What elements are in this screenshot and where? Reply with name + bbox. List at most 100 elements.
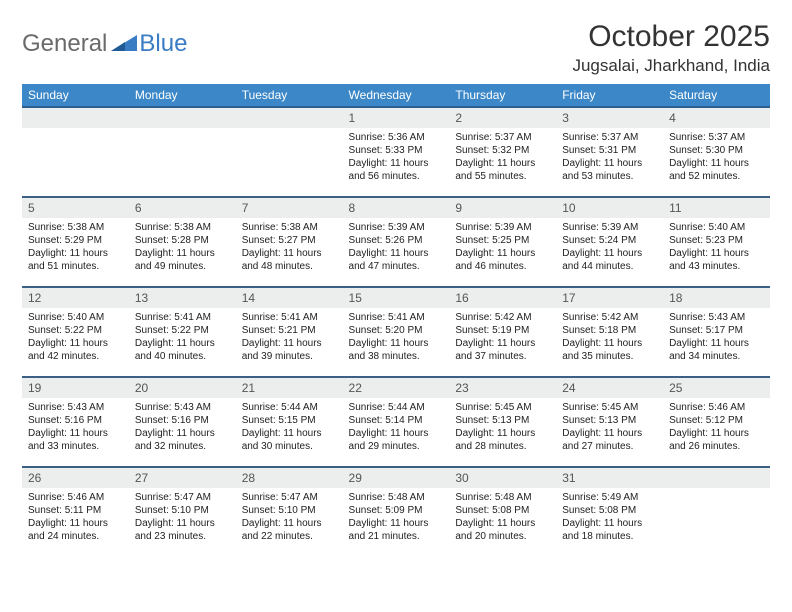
calendar-cell: 23Sunrise: 5:45 AMSunset: 5:13 PMDayligh… [449, 377, 556, 467]
day-number: 23 [449, 378, 556, 398]
calendar-week: 1Sunrise: 5:36 AMSunset: 5:33 PMDaylight… [22, 107, 770, 197]
month-title: October 2025 [572, 20, 770, 54]
sunset-line: Sunset: 5:12 PM [669, 414, 764, 427]
daylight-line: Daylight: 11 hours and 34 minutes. [669, 337, 764, 363]
day-details: Sunrise: 5:38 AMSunset: 5:27 PMDaylight:… [236, 218, 343, 277]
daylight-line: Daylight: 11 hours and 32 minutes. [135, 427, 230, 453]
logo-text-general: General [22, 30, 107, 58]
location: Jugsalai, Jharkhand, India [572, 56, 770, 76]
sunrise-line: Sunrise: 5:39 AM [562, 221, 657, 234]
day-number-empty [236, 108, 343, 128]
day-number: 8 [343, 198, 450, 218]
daylight-line: Daylight: 11 hours and 52 minutes. [669, 157, 764, 183]
sunset-line: Sunset: 5:19 PM [455, 324, 550, 337]
daylight-line: Daylight: 11 hours and 28 minutes. [455, 427, 550, 453]
sunset-line: Sunset: 5:13 PM [562, 414, 657, 427]
calendar-cell: 17Sunrise: 5:42 AMSunset: 5:18 PMDayligh… [556, 287, 663, 377]
sunrise-line: Sunrise: 5:48 AM [455, 491, 550, 504]
day-number: 19 [22, 378, 129, 398]
sunrise-line: Sunrise: 5:37 AM [669, 131, 764, 144]
calendar-week: 26Sunrise: 5:46 AMSunset: 5:11 PMDayligh… [22, 467, 770, 557]
sunset-line: Sunset: 5:22 PM [135, 324, 230, 337]
day-number: 5 [22, 198, 129, 218]
sunrise-line: Sunrise: 5:41 AM [135, 311, 230, 324]
day-number: 29 [343, 468, 450, 488]
daylight-line: Daylight: 11 hours and 43 minutes. [669, 247, 764, 273]
daylight-line: Daylight: 11 hours and 18 minutes. [562, 517, 657, 543]
daylight-line: Daylight: 11 hours and 22 minutes. [242, 517, 337, 543]
calendar-cell: 7Sunrise: 5:38 AMSunset: 5:27 PMDaylight… [236, 197, 343, 287]
daylight-line: Daylight: 11 hours and 30 minutes. [242, 427, 337, 453]
day-number: 28 [236, 468, 343, 488]
calendar-week: 19Sunrise: 5:43 AMSunset: 5:16 PMDayligh… [22, 377, 770, 467]
day-number: 7 [236, 198, 343, 218]
calendar-cell: 6Sunrise: 5:38 AMSunset: 5:28 PMDaylight… [129, 197, 236, 287]
calendar-cell: 25Sunrise: 5:46 AMSunset: 5:12 PMDayligh… [663, 377, 770, 467]
sunset-line: Sunset: 5:11 PM [28, 504, 123, 517]
day-header: Saturday [663, 84, 770, 107]
sunset-line: Sunset: 5:09 PM [349, 504, 444, 517]
calendar-cell: 31Sunrise: 5:49 AMSunset: 5:08 PMDayligh… [556, 467, 663, 557]
day-number: 3 [556, 108, 663, 128]
sunset-line: Sunset: 5:22 PM [28, 324, 123, 337]
calendar-cell: 20Sunrise: 5:43 AMSunset: 5:16 PMDayligh… [129, 377, 236, 467]
sunset-line: Sunset: 5:14 PM [349, 414, 444, 427]
daylight-line: Daylight: 11 hours and 20 minutes. [455, 517, 550, 543]
calendar-body: 1Sunrise: 5:36 AMSunset: 5:33 PMDaylight… [22, 107, 770, 557]
sunrise-line: Sunrise: 5:48 AM [349, 491, 444, 504]
daylight-line: Daylight: 11 hours and 24 minutes. [28, 517, 123, 543]
day-header: Tuesday [236, 84, 343, 107]
day-number: 4 [663, 108, 770, 128]
day-number: 18 [663, 288, 770, 308]
calendar-cell: 13Sunrise: 5:41 AMSunset: 5:22 PMDayligh… [129, 287, 236, 377]
sunrise-line: Sunrise: 5:37 AM [562, 131, 657, 144]
sunrise-line: Sunrise: 5:49 AM [562, 491, 657, 504]
daylight-line: Daylight: 11 hours and 37 minutes. [455, 337, 550, 363]
day-number: 24 [556, 378, 663, 398]
day-number: 26 [22, 468, 129, 488]
sunrise-line: Sunrise: 5:40 AM [28, 311, 123, 324]
daylight-line: Daylight: 11 hours and 21 minutes. [349, 517, 444, 543]
sunrise-line: Sunrise: 5:43 AM [28, 401, 123, 414]
sunset-line: Sunset: 5:31 PM [562, 144, 657, 157]
calendar-head: SundayMondayTuesdayWednesdayThursdayFrid… [22, 84, 770, 107]
day-number-empty [663, 468, 770, 488]
calendar-cell [236, 107, 343, 197]
calendar-cell: 24Sunrise: 5:45 AMSunset: 5:13 PMDayligh… [556, 377, 663, 467]
day-number: 22 [343, 378, 450, 398]
day-header: Sunday [22, 84, 129, 107]
calendar-cell: 18Sunrise: 5:43 AMSunset: 5:17 PMDayligh… [663, 287, 770, 377]
sunrise-line: Sunrise: 5:42 AM [455, 311, 550, 324]
calendar-cell: 12Sunrise: 5:40 AMSunset: 5:22 PMDayligh… [22, 287, 129, 377]
day-number: 25 [663, 378, 770, 398]
daylight-line: Daylight: 11 hours and 48 minutes. [242, 247, 337, 273]
sunset-line: Sunset: 5:10 PM [242, 504, 337, 517]
day-number: 30 [449, 468, 556, 488]
daylight-line: Daylight: 11 hours and 29 minutes. [349, 427, 444, 453]
day-number: 27 [129, 468, 236, 488]
sunrise-line: Sunrise: 5:46 AM [669, 401, 764, 414]
calendar-week: 5Sunrise: 5:38 AMSunset: 5:29 PMDaylight… [22, 197, 770, 287]
calendar-cell: 29 Sunrise: 5:48 AMSunset: 5:09 PMDayligh… [343, 467, 450, 557]
sunset-line: Sunset: 5:17 PM [669, 324, 764, 337]
day-number: 9 [449, 198, 556, 218]
sunset-line: Sunset: 5:15 PM [242, 414, 337, 427]
calendar-cell: 15Sunrise: 5:41 AMSunset: 5:20 PMDayligh… [343, 287, 450, 377]
calendar-cell [22, 107, 129, 197]
sunrise-line: Sunrise: 5:44 AM [349, 401, 444, 414]
day-header: Monday [129, 84, 236, 107]
sunset-line: Sunset: 5:27 PM [242, 234, 337, 247]
day-number: 14 [236, 288, 343, 308]
sunrise-line: Sunrise: 5:47 AM [135, 491, 230, 504]
sunrise-line: Sunrise: 5:44 AM [242, 401, 337, 414]
day-details: Sunrise: 5:36 AMSunset: 5:33 PMDaylight:… [343, 128, 450, 187]
sunset-line: Sunset: 5:24 PM [562, 234, 657, 247]
day-details: Sunrise: 5:39 AMSunset: 5:26 PMDaylight:… [343, 218, 450, 277]
day-details: Sunrise: 5:37 AMSunset: 5:31 PMDaylight:… [556, 128, 663, 187]
sunrise-line: Sunrise: 5:38 AM [242, 221, 337, 234]
day-details: Sunrise: 5:38 AMSunset: 5:28 PMDaylight:… [129, 218, 236, 277]
day-details: Sunrise: 5:43 AMSunset: 5:16 PMDaylight:… [22, 398, 129, 457]
sunset-line: Sunset: 5:23 PM [669, 234, 764, 247]
day-details: Sunrise: 5:38 AMSunset: 5:29 PMDaylight:… [22, 218, 129, 277]
day-header: Thursday [449, 84, 556, 107]
